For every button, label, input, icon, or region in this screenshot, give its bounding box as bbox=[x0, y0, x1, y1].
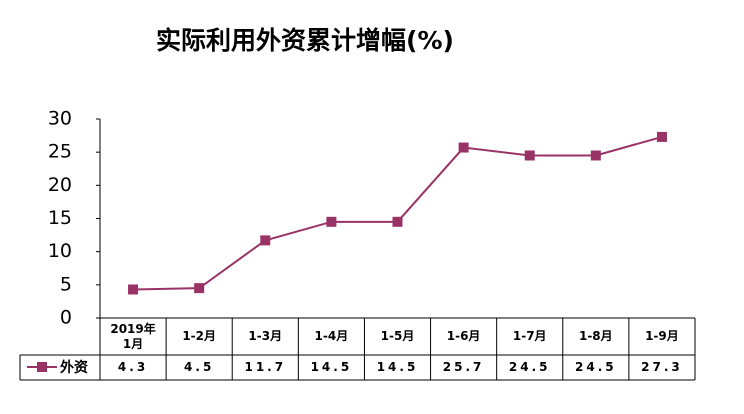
point bbox=[656, 131, 667, 142]
legend-label: 外资 bbox=[60, 359, 88, 376]
value-label: 4.3 bbox=[117, 360, 149, 374]
y-tick-label: 20 bbox=[48, 174, 72, 196]
y-tick-label: 15 bbox=[48, 207, 72, 229]
x-tick-label: 1-9月 bbox=[645, 329, 679, 343]
legend-marker bbox=[37, 362, 47, 372]
y-tick-label: 0 bbox=[60, 307, 72, 329]
value-label: 11.7 bbox=[244, 360, 287, 374]
x-tick-label: 1-5月 bbox=[380, 329, 415, 343]
point bbox=[326, 216, 337, 227]
y-tick-label: 30 bbox=[48, 108, 72, 130]
y-tick-label: 5 bbox=[60, 273, 72, 295]
chart-title: 实际利用外资累计增幅(%) bbox=[156, 26, 454, 55]
point bbox=[392, 216, 403, 227]
x-tick-label: 2019年 1月 bbox=[110, 321, 156, 351]
point bbox=[194, 283, 205, 294]
value-label: 27.3 bbox=[641, 360, 683, 374]
value-label: 14.5 bbox=[310, 360, 353, 374]
line bbox=[133, 135, 663, 291]
point bbox=[524, 150, 535, 161]
x-tick-label: 1-8月 bbox=[578, 329, 613, 343]
point bbox=[590, 150, 601, 161]
value-label: 14.5 bbox=[376, 360, 419, 374]
point bbox=[458, 142, 469, 153]
x-tick-label: 1-6月 bbox=[446, 329, 481, 343]
y-tick-label: 10 bbox=[48, 240, 72, 262]
x-tick-label: 1-3月 bbox=[248, 329, 283, 343]
value-label: 24.5 bbox=[575, 360, 617, 374]
y-tick-label: 25 bbox=[48, 141, 72, 163]
x-tick-label: 1-2月 bbox=[182, 329, 216, 343]
point bbox=[128, 284, 139, 295]
point bbox=[260, 235, 271, 246]
value-label: 24.5 bbox=[508, 360, 551, 374]
value-label: 4.5 bbox=[184, 360, 215, 374]
x-tick-label: 1-7月 bbox=[512, 329, 547, 343]
value-label: 25.7 bbox=[442, 360, 485, 374]
x-tick-label: 1-4月 bbox=[314, 329, 349, 343]
